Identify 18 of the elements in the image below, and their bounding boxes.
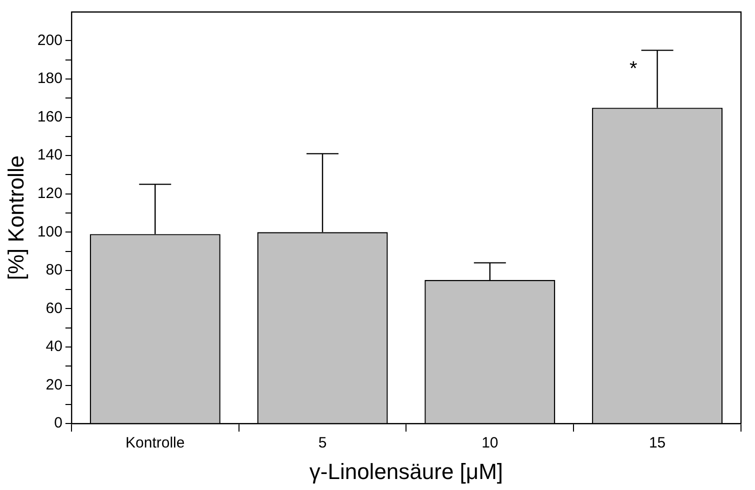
annotation: * xyxy=(630,58,638,80)
x-tick-label: Kontrolle xyxy=(126,434,185,452)
y-tick-label: 20 xyxy=(46,376,62,394)
y-tick-label: 100 xyxy=(37,223,62,240)
y-tick-label: 80 xyxy=(46,262,62,279)
y-tick-label: 180 xyxy=(37,70,62,88)
x-axis-title: γ-Linolensäure [μM] xyxy=(309,458,504,484)
y-tick-label: 0 xyxy=(54,414,62,432)
y-axis-title: [%] Kontrolle xyxy=(3,155,28,280)
y-tick-label: 120 xyxy=(37,185,62,202)
y-tick-label: 200 xyxy=(37,32,62,49)
y-tick-label: 160 xyxy=(37,108,62,126)
x-tick-label: 5 xyxy=(318,434,327,452)
y-tick-label: 40 xyxy=(46,338,62,356)
x-tick-label: 10 xyxy=(482,434,498,452)
y-tick-label: 140 xyxy=(37,146,62,164)
x-tick-label: 15 xyxy=(648,434,666,452)
y-tick-label: 60 xyxy=(46,300,62,317)
